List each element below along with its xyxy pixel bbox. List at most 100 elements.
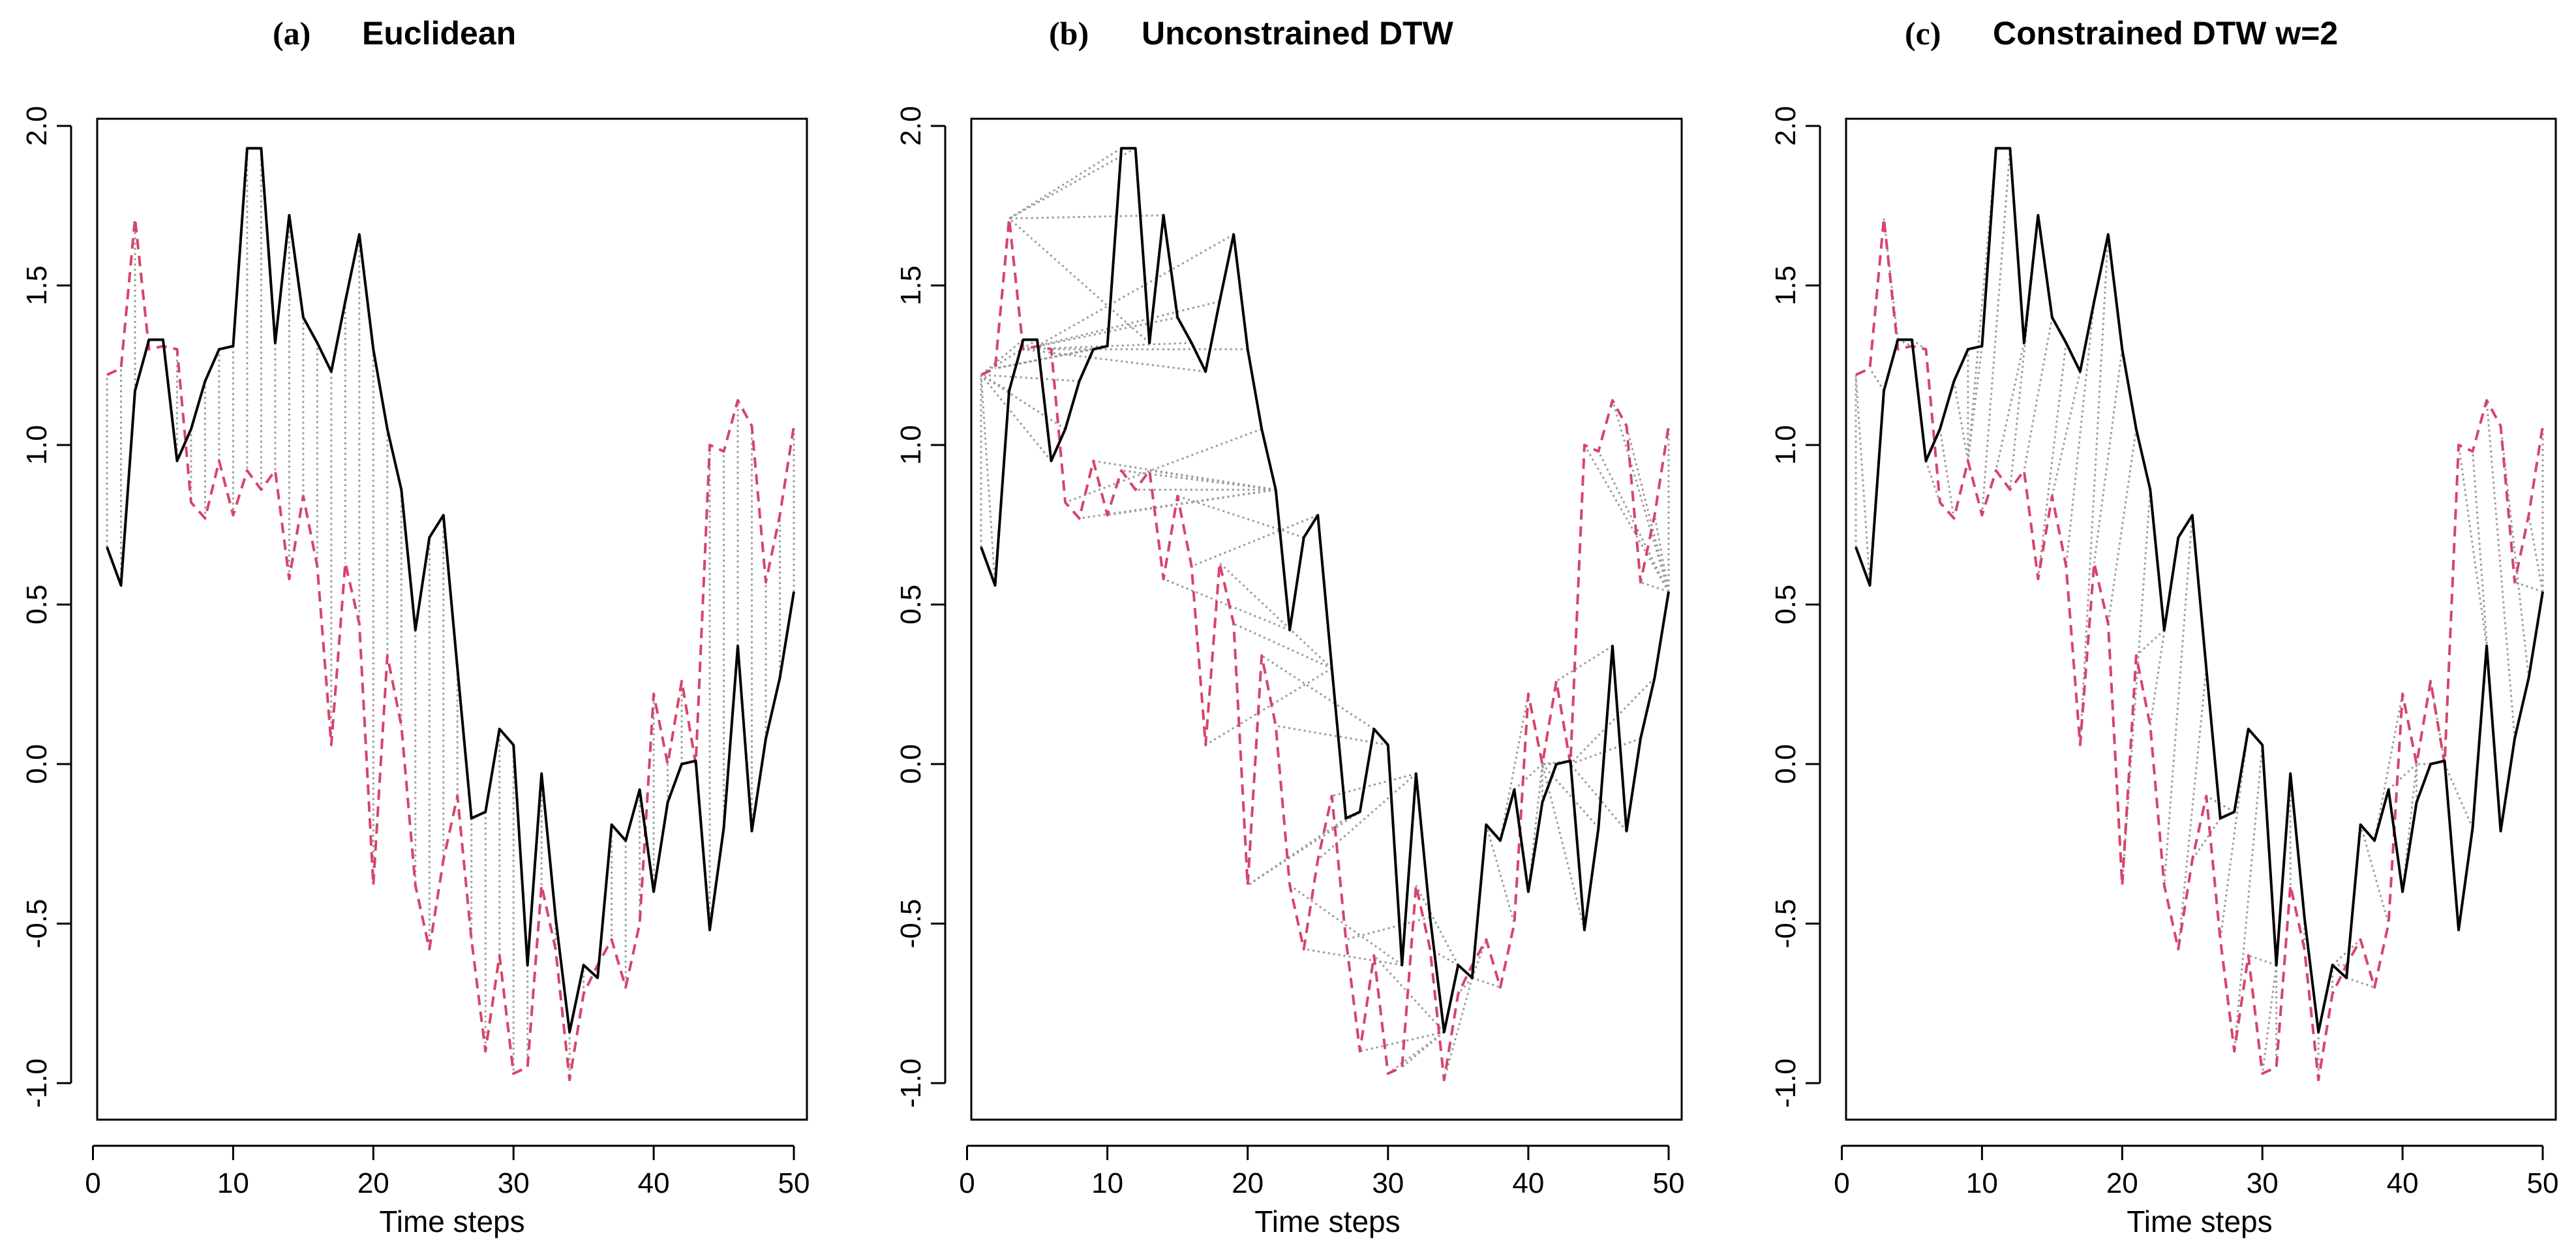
alignment-line xyxy=(2500,425,2530,679)
alignment-line xyxy=(995,348,1094,370)
alignment-line xyxy=(2107,429,2138,624)
alignment-line xyxy=(2177,668,2207,949)
x-tick-label: 40 xyxy=(2387,1167,2419,1199)
x-tick-label: 0 xyxy=(959,1167,975,1199)
plot-area: -1.0 -0.5 0.0 0.5 1.0 1.5 2.0 0 10 20 30 40 50 xyxy=(21,106,810,1199)
panel-euclidean: (a) Euclidean Time steps -1.0 -0.5 0.0 0.5 1… xyxy=(21,15,810,1238)
alignment-line xyxy=(1869,367,1885,391)
alignment-line xyxy=(2051,371,2082,497)
alignment-line xyxy=(2079,234,2110,745)
y-tick-label: -0.5 xyxy=(21,899,53,949)
alignment-line xyxy=(2248,954,2277,966)
alignment-lines xyxy=(980,147,1670,1081)
alignment-line xyxy=(1569,677,1656,765)
y-tick-label: 1.5 xyxy=(895,266,927,305)
y-tick-label: -1.0 xyxy=(1770,1058,1802,1108)
x-axis-label: Time steps xyxy=(379,1204,524,1238)
y-tick-label: 0.0 xyxy=(1770,744,1802,784)
y-tick-label: 0.5 xyxy=(895,585,927,624)
alignment-line xyxy=(1995,343,2025,471)
alignment-line xyxy=(2359,824,2390,924)
y-tick-label: 2.0 xyxy=(21,106,53,146)
alignment-line xyxy=(1008,147,1136,220)
alignment-line xyxy=(1640,581,1669,593)
alignment-line xyxy=(1317,773,1417,861)
x-tick-label: 10 xyxy=(1091,1167,1123,1199)
y-tick-label: -0.5 xyxy=(1770,899,1802,949)
reference-series-line xyxy=(106,217,795,1082)
plot-frame xyxy=(970,117,1683,1121)
x-tick-label: 0 xyxy=(1834,1167,1849,1199)
alignment-line xyxy=(1373,955,1445,1033)
panel-title: Euclidean xyxy=(362,15,516,52)
x-tick-label: 50 xyxy=(1653,1167,1685,1199)
x-axis-label: Time steps xyxy=(2127,1204,2272,1238)
alignment-line xyxy=(1457,977,1473,995)
y-tick-label: 2.0 xyxy=(895,106,927,146)
y-tick-label: -1.0 xyxy=(21,1058,53,1108)
alignment-line xyxy=(1611,400,1670,592)
plot-area: -1.0 -0.5 0.0 0.5 1.0 1.5 2.0 0 10 20 30 40 50 xyxy=(895,106,1684,1199)
alignment-line xyxy=(2373,694,2404,841)
panel-letter: (b) xyxy=(1049,15,1089,52)
alignment-line xyxy=(1205,667,1333,746)
panel-letter: (a) xyxy=(273,15,311,52)
alignment-line xyxy=(2205,795,2235,813)
panel-title: Unconstrained DTW xyxy=(1142,15,1454,52)
alignment-line xyxy=(2093,349,2123,564)
alignment-line xyxy=(1952,380,1969,461)
alignment-line xyxy=(1654,515,1670,592)
alignment-line xyxy=(2346,977,2375,989)
reference-series-line xyxy=(1855,217,2544,1082)
y-tick-label: 1.0 xyxy=(1770,425,1802,465)
data-points xyxy=(106,148,795,1081)
alignment-line xyxy=(1583,444,1670,592)
alignment-line xyxy=(1513,763,1543,791)
alignment-line xyxy=(1556,645,1613,683)
alignment-line xyxy=(1967,346,1983,461)
x-tick-label: 30 xyxy=(1372,1167,1404,1199)
plot-frame xyxy=(1845,117,2557,1121)
alignment-line xyxy=(2387,763,2417,791)
query-series-line xyxy=(980,147,1670,1034)
y-tick-label: 1.0 xyxy=(21,425,53,465)
alignment-line xyxy=(1247,811,1361,887)
alignment-line xyxy=(1415,885,1459,966)
alignment-line xyxy=(2163,515,2194,885)
alignment-line xyxy=(1626,425,1670,592)
alignment-line xyxy=(2121,489,2151,885)
y-tick-label: 1.5 xyxy=(21,266,53,305)
y-tick-label: 1.0 xyxy=(895,425,927,465)
alignment-lines xyxy=(1855,148,2544,1081)
reference-series-line xyxy=(980,217,1670,1082)
alignment-line xyxy=(2219,729,2250,940)
alignment-line xyxy=(1485,824,1515,924)
y-tick-label: 0.5 xyxy=(21,585,53,624)
y-tick-label: 1.5 xyxy=(1770,266,1802,305)
alignment-line xyxy=(2065,301,2095,566)
alignment-line xyxy=(1233,622,1333,669)
alignment-line xyxy=(1121,469,1276,491)
alignment-line xyxy=(1855,375,1871,586)
alignment-line xyxy=(1065,428,1262,504)
alignment-line xyxy=(2444,763,2474,829)
y-tick-label: 0.5 xyxy=(1770,585,1802,624)
alignment-line xyxy=(1598,451,1670,592)
alignment-line xyxy=(2528,515,2544,592)
alignment-line xyxy=(1303,948,1402,966)
x-tick-label: 30 xyxy=(2247,1167,2279,1199)
alignment-line xyxy=(1163,577,1290,632)
alignment-line xyxy=(2008,215,2039,490)
alignment-line xyxy=(1443,977,1474,1081)
alignment-line xyxy=(980,374,1066,430)
alignment-line xyxy=(1275,724,1389,746)
x-tick-label: 50 xyxy=(2527,1167,2559,1199)
alignment-line xyxy=(1499,694,1530,841)
alignment-line xyxy=(1008,147,1122,220)
panel-unconstrained-dtw: (b) Unconstrained DTW Time steps -1.0 -0.… xyxy=(895,15,1684,1238)
alignment-line xyxy=(1191,514,1318,568)
x-tick-label: 40 xyxy=(1512,1167,1544,1199)
alignment-line xyxy=(1149,469,1276,491)
alignment-line xyxy=(1345,916,1431,941)
